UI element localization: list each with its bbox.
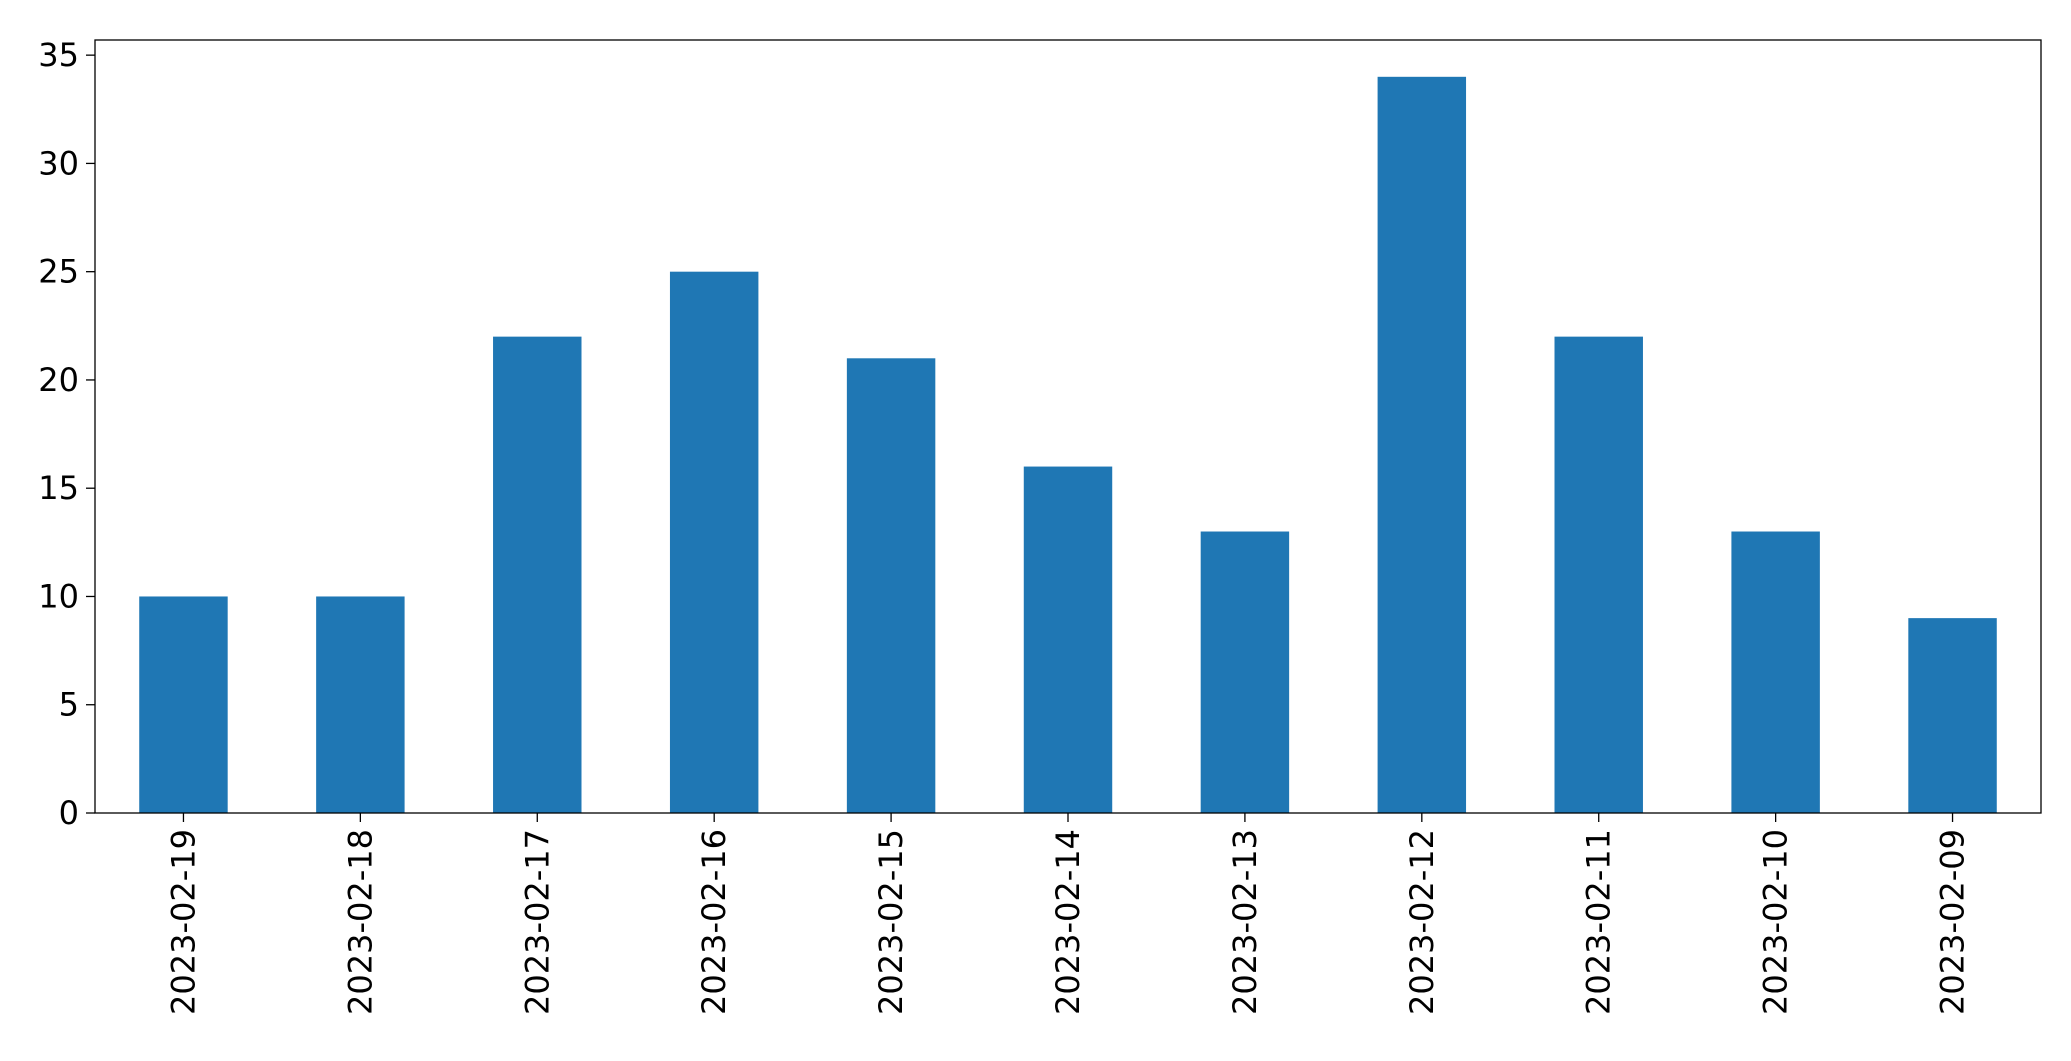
bar-2023-02-10 — [1731, 531, 1820, 813]
y-tick-label: 25 — [38, 253, 79, 291]
y-tick-label: 35 — [38, 36, 79, 74]
x-tick-label: 2023-02-10 — [1757, 829, 1795, 1015]
bar-2023-02-19 — [139, 596, 228, 813]
y-tick-label: 5 — [59, 686, 79, 724]
x-tick-label: 2023-02-17 — [518, 829, 556, 1015]
bar-2023-02-17 — [493, 336, 582, 813]
bar-2023-02-13 — [1200, 531, 1290, 813]
bar-2023-02-11 — [1554, 336, 1643, 813]
bar-2023-02-12 — [1377, 76, 1467, 814]
x-tick-label: 2023-02-16 — [695, 829, 733, 1015]
bar-2023-02-15 — [846, 358, 936, 813]
y-tick-label: 15 — [38, 469, 79, 507]
x-tick-label: 2023-02-19 — [164, 829, 202, 1015]
x-tick-label: 2023-02-14 — [1049, 829, 1087, 1015]
x-tick-label: 2023-02-09 — [1934, 829, 1972, 1015]
bar-2023-02-18 — [316, 596, 405, 813]
bar-2023-02-16 — [669, 271, 759, 813]
x-tick-label: 2023-02-15 — [872, 829, 910, 1015]
bar-2023-02-14 — [1023, 466, 1113, 813]
x-tick-label: 2023-02-11 — [1580, 829, 1618, 1015]
y-tick-label: 20 — [38, 361, 79, 399]
y-tick-label: 10 — [38, 577, 79, 615]
x-tick-label: 2023-02-18 — [341, 829, 379, 1015]
bar-2023-02-09 — [1908, 618, 1997, 813]
y-tick-label: 30 — [38, 144, 79, 182]
x-tick-label: 2023-02-13 — [1226, 829, 1264, 1015]
x-tick-label: 2023-02-12 — [1403, 829, 1441, 1015]
y-tick-label: 0 — [59, 794, 79, 832]
